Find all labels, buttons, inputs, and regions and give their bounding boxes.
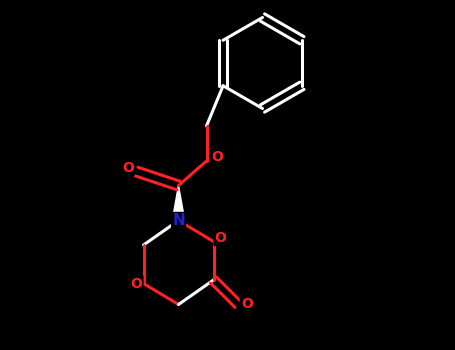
Text: O: O	[211, 150, 223, 164]
Polygon shape	[172, 186, 185, 220]
Text: O: O	[122, 161, 134, 175]
Text: N: N	[172, 213, 185, 228]
Text: O: O	[241, 298, 253, 312]
Text: O: O	[131, 276, 142, 290]
Text: O: O	[215, 231, 227, 245]
